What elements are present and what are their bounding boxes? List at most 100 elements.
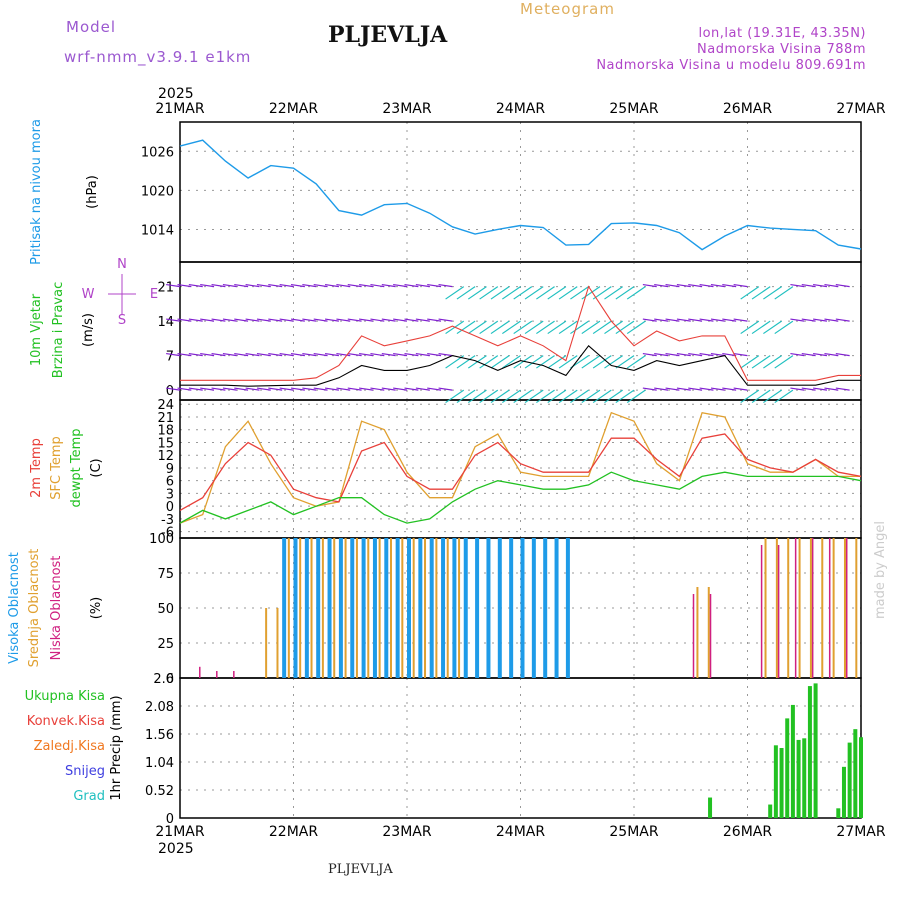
wind-barb xyxy=(479,286,499,300)
precip-unit: 1hr Precip (mm) xyxy=(109,695,124,800)
wind-barb xyxy=(813,318,828,322)
wind-barb xyxy=(456,320,476,335)
wind-barb xyxy=(290,387,305,391)
wind-barb xyxy=(813,283,828,288)
mid-cloud-bar xyxy=(321,538,324,678)
y-tick-label: 0 xyxy=(166,500,174,515)
wind-barb xyxy=(558,320,578,335)
y-tick-label: 21 xyxy=(157,411,174,426)
precip-bar xyxy=(841,766,846,818)
wind-barb xyxy=(642,352,657,357)
wind-barb xyxy=(536,286,555,300)
precip-bar xyxy=(859,737,863,818)
precip-bar xyxy=(785,718,790,818)
high-cloud-bar xyxy=(543,538,548,678)
mid-cloud-bar xyxy=(310,538,313,678)
mid-cloud-bar xyxy=(809,538,812,678)
wind-barb xyxy=(479,389,499,404)
wind-barb xyxy=(200,318,215,322)
y-tick-label: 1.04 xyxy=(145,756,174,771)
wind-barb xyxy=(710,318,725,322)
wind-barb xyxy=(290,283,305,288)
wind-barb xyxy=(456,355,476,369)
wind-barb xyxy=(536,389,555,404)
precip-bar xyxy=(807,686,812,818)
time-tick-top: 24MAR xyxy=(496,101,545,117)
temp-2m-line xyxy=(179,433,862,511)
wind-barb xyxy=(268,352,283,357)
y-tick-label: 18 xyxy=(157,424,174,439)
wind-barb xyxy=(427,283,442,288)
low-cloud-bar xyxy=(216,671,218,678)
high-cloud-bar xyxy=(361,538,366,678)
wind-barb xyxy=(359,387,374,391)
high-cloud-bar xyxy=(293,538,298,678)
temp-sfc-label: SFC Temp xyxy=(49,436,64,500)
y-tick-label: 0 xyxy=(166,672,174,687)
wind-barb xyxy=(313,318,328,322)
y-tick-label: 25 xyxy=(157,637,174,652)
low-cloud-bar xyxy=(828,538,831,678)
wind-barb xyxy=(581,389,601,404)
year-label-top: 2025 xyxy=(158,86,194,102)
wind-subtitle: Brzina i Pravac xyxy=(51,282,66,379)
wind-barb xyxy=(676,283,691,288)
wind-barb xyxy=(177,318,192,322)
wind-barb xyxy=(824,387,839,391)
wind-barb xyxy=(699,387,714,391)
wind-barb xyxy=(222,387,237,391)
wind-barb xyxy=(813,352,828,357)
wind-barb xyxy=(381,352,396,357)
wind-barb xyxy=(222,352,237,357)
wind-barb xyxy=(245,387,260,391)
compass-n: N xyxy=(117,257,127,272)
wind-barb xyxy=(790,387,805,391)
y-tick-label: 9 xyxy=(166,462,174,477)
wind-barb xyxy=(302,387,317,391)
wind-barb xyxy=(347,318,362,322)
precip-bar xyxy=(790,704,795,818)
wind-barb xyxy=(359,318,374,322)
wind-barb xyxy=(404,352,419,357)
wind-barb xyxy=(302,283,317,288)
wind-barb xyxy=(710,387,725,391)
precip-bar xyxy=(802,738,807,818)
wind-barb xyxy=(751,286,771,300)
wind-barb xyxy=(615,389,635,404)
wind-barb xyxy=(177,387,192,391)
precip-legend-label: Snijeg xyxy=(65,764,105,779)
wind-barb xyxy=(336,283,351,288)
wind-barb xyxy=(688,318,703,322)
wind-barb xyxy=(626,389,646,404)
compass-e: E xyxy=(150,287,158,302)
wind-barb xyxy=(456,286,476,300)
wind-barb xyxy=(604,389,623,404)
mid-cloud-bar xyxy=(855,538,858,678)
wind-barb xyxy=(558,286,578,300)
wind-barb xyxy=(415,318,430,322)
dewpt-line xyxy=(179,471,862,524)
time-tick-top: 27MAR xyxy=(836,101,885,117)
lonlat-label: lon,lat (19.31E, 43.35N) xyxy=(698,26,866,41)
wind-barb xyxy=(763,355,782,369)
y-tick-label: 1020 xyxy=(141,184,174,199)
y-tick-label: 7 xyxy=(166,350,174,365)
low-cloud-bar xyxy=(794,538,797,678)
wind-barb xyxy=(245,352,260,357)
wind-barb xyxy=(177,352,192,357)
wind-barb xyxy=(438,283,453,288)
wind-barb xyxy=(740,355,760,369)
wind-barb xyxy=(490,389,510,404)
high-cloud-bar xyxy=(395,538,400,678)
wind-barb xyxy=(502,355,521,369)
wind-barb xyxy=(166,387,181,391)
y-tick-label: 100 xyxy=(149,532,174,547)
wind-barb xyxy=(490,286,510,300)
y-tick-label: 14 xyxy=(157,315,174,330)
mid-cloud-bar xyxy=(367,538,370,678)
wind-barb xyxy=(801,283,816,288)
wind-barb xyxy=(592,355,612,369)
mid-cloud-bar xyxy=(412,538,415,678)
mid-cloud-bar xyxy=(798,538,801,678)
compass-w: W xyxy=(82,287,95,302)
